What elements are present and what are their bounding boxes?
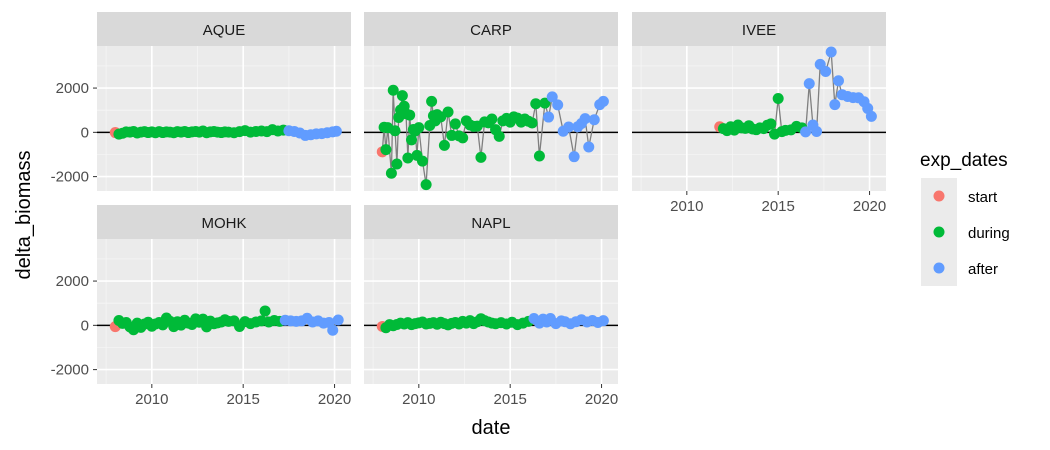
data-point-during	[420, 179, 432, 191]
legend-title: exp_dates	[920, 150, 1008, 171]
data-point-after	[332, 314, 344, 326]
data-point-during	[457, 132, 469, 144]
data-point-during	[402, 152, 414, 164]
data-point-during	[404, 109, 416, 121]
data-point-during	[380, 144, 392, 156]
data-point-during	[530, 98, 542, 110]
facet-strip	[364, 205, 618, 239]
data-point-during	[385, 167, 397, 179]
panel-background	[97, 46, 351, 191]
data-point-during	[396, 90, 408, 102]
data-point-after	[579, 113, 591, 125]
data-point-after	[330, 125, 342, 137]
panel-background	[632, 46, 886, 191]
data-point-after	[811, 125, 823, 137]
data-point-during	[493, 130, 505, 142]
data-point-after	[543, 111, 555, 123]
facet-strip	[97, 205, 351, 239]
data-point-during	[539, 97, 551, 109]
axis-titles: date delta_biomass	[13, 151, 510, 439]
facet-panel-napl: NAPL 2010 2015 2020	[364, 205, 618, 408]
x-tick-label: 2010	[670, 198, 703, 215]
data-point-after	[583, 141, 595, 153]
facet-panel-aque: AQUE -2000 0 2000	[51, 12, 351, 191]
facet-panels: AQUE -2000 0 2000 CARP IVEE 2010 2015 2020 MOHK -2…	[51, 12, 886, 408]
data-point-during	[533, 150, 545, 162]
y-tick-label: -2000	[51, 169, 89, 186]
legend-label-start: start	[968, 189, 998, 206]
facet-panel-carp: CARP	[364, 12, 618, 191]
data-point-after	[803, 78, 815, 90]
data-point-during	[416, 155, 428, 167]
data-point-after	[546, 91, 558, 103]
y-tick-label: 0	[81, 317, 89, 334]
x-tick-label: 2020	[318, 391, 351, 408]
x-tick-label: 2015	[226, 391, 259, 408]
legend-key-after	[933, 262, 945, 274]
data-point-after	[829, 99, 841, 111]
legend-label-during: during	[968, 225, 1010, 242]
data-point-during	[406, 134, 418, 146]
facet-strip-label: AQUE	[203, 22, 246, 39]
data-point-during	[438, 139, 450, 151]
data-point-during	[772, 92, 784, 104]
facet-strip	[97, 12, 351, 46]
data-point-after	[825, 46, 837, 58]
legend-key-start	[933, 190, 945, 202]
x-tick-label: 2010	[135, 391, 168, 408]
data-point-after	[820, 65, 832, 77]
y-tick-label: 0	[81, 124, 89, 141]
data-point-after	[597, 315, 609, 327]
y-tick-label: 2000	[56, 273, 89, 290]
data-point-during	[449, 118, 461, 130]
data-point-after	[588, 114, 600, 126]
x-tick-label: 2020	[853, 198, 886, 215]
data-point-after	[563, 121, 575, 133]
facet-strip	[632, 12, 886, 46]
legend-label-after: after	[968, 261, 998, 278]
facet-strip-label: MOHK	[202, 215, 247, 232]
data-point-during	[413, 122, 425, 134]
data-point-during	[526, 117, 538, 129]
x-tick-label: 2020	[585, 391, 618, 408]
facet-strip-label: NAPL	[471, 215, 510, 232]
data-point-during	[259, 305, 271, 317]
data-point-during	[486, 113, 498, 125]
y-tick-label: 2000	[56, 80, 89, 97]
data-point-after	[832, 75, 844, 87]
x-tick-label: 2015	[761, 198, 794, 215]
data-point-during	[389, 125, 401, 137]
data-point-after	[327, 324, 339, 336]
data-point-during	[426, 95, 438, 107]
data-point-during	[391, 158, 403, 170]
data-point-after	[552, 99, 564, 111]
data-point-during	[475, 151, 487, 163]
x-axis-title: date	[472, 417, 511, 439]
panel-background	[97, 239, 351, 384]
panel-background	[364, 239, 618, 384]
data-point-during	[765, 118, 777, 130]
x-tick-label: 2015	[493, 391, 526, 408]
data-point-after	[568, 151, 580, 163]
facet-strip-label: CARP	[470, 22, 512, 39]
facet-panel-mohk: MOHK -2000 0 2000 2010 2015 2020	[51, 205, 351, 408]
facet-strip	[364, 12, 618, 46]
data-point-after	[865, 110, 877, 122]
legend: exp_dates start during after	[920, 150, 1010, 286]
x-tick-label: 2010	[402, 391, 435, 408]
data-point-during	[442, 106, 454, 118]
data-point-after	[597, 95, 609, 107]
facet-strip-label: IVEE	[742, 22, 776, 39]
facet-panel-ivee: IVEE 2010 2015 2020	[632, 12, 886, 215]
legend-key-during	[933, 226, 945, 238]
y-axis-title: delta_biomass	[13, 151, 35, 280]
data-point-after	[800, 126, 812, 138]
y-tick-label: -2000	[51, 362, 89, 379]
data-point-during	[387, 84, 399, 96]
